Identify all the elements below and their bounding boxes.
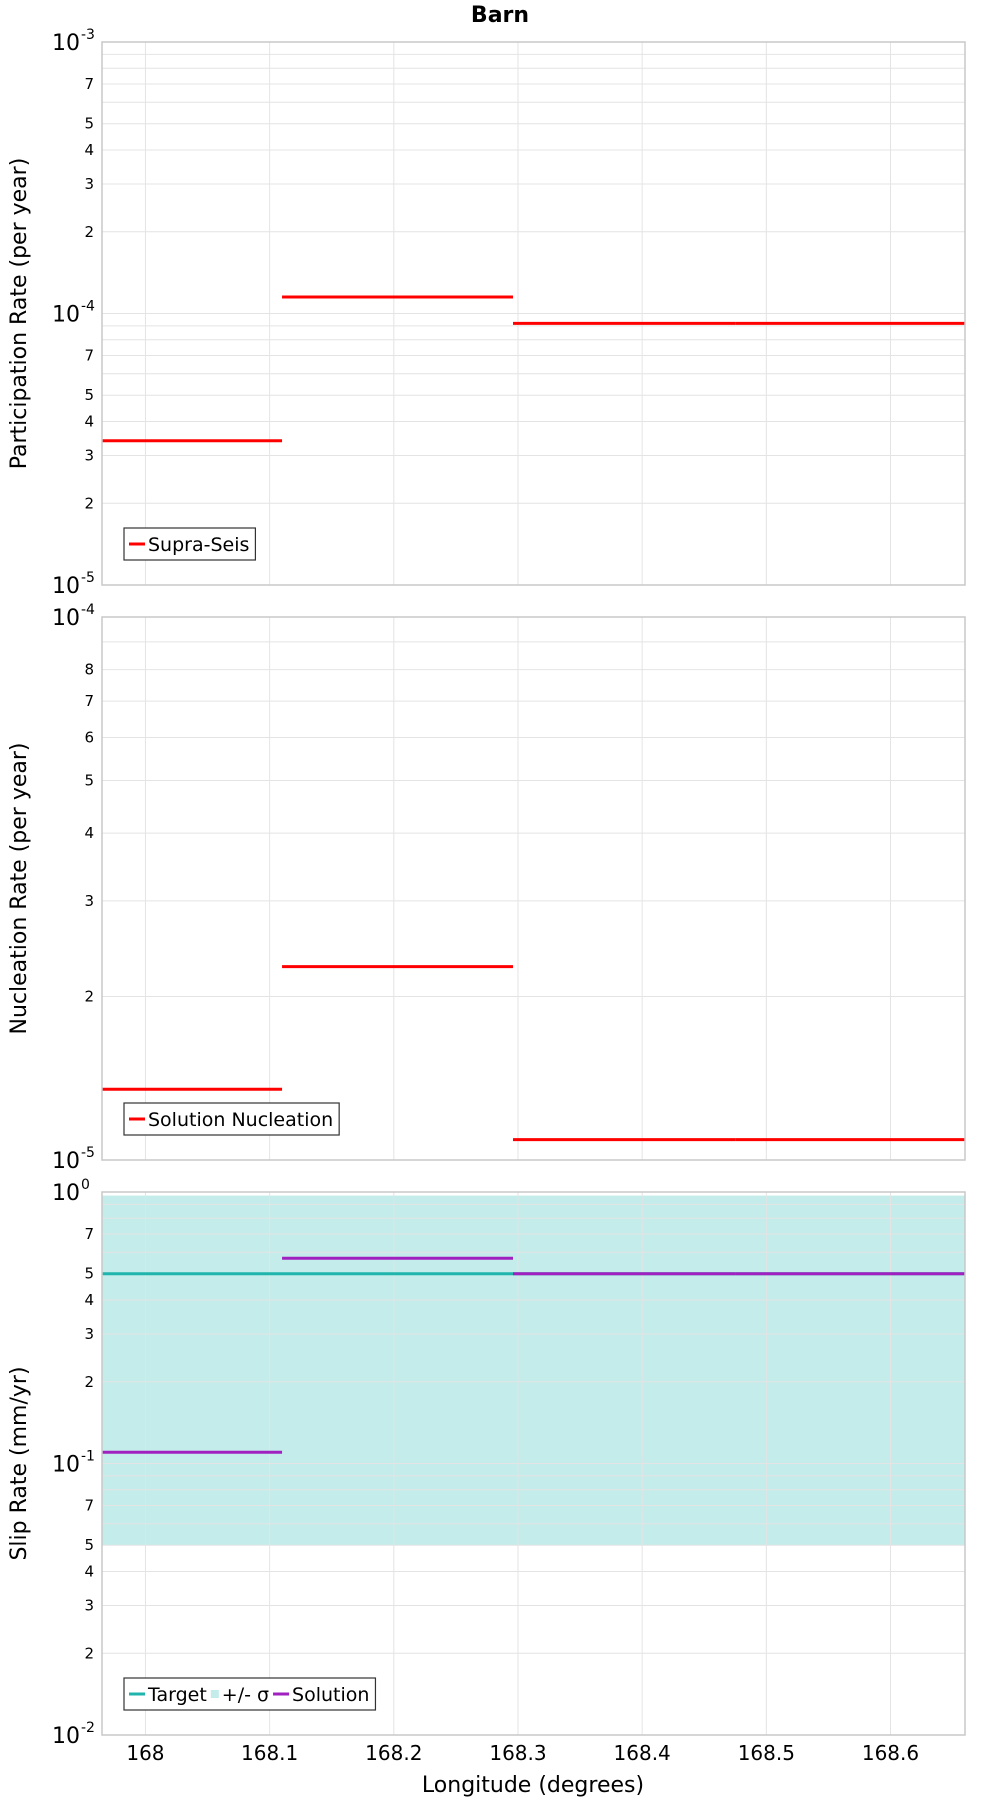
series-solution-nucleation — [102, 965, 965, 1142]
x-tick-label: 168.5 — [738, 1741, 795, 1765]
y-tick-label-exponent: 0 — [81, 1177, 90, 1193]
series-solution — [102, 1256, 965, 1454]
x-tick-label: 168.2 — [365, 1741, 422, 1765]
y-tick-label-minor: 2 — [84, 1644, 94, 1662]
legend-box — [123, 1102, 340, 1136]
plot-frame — [101, 1191, 966, 1736]
y-tick-label-major: 10 — [52, 1724, 80, 1749]
y-tick-label-major: 10 — [52, 1149, 80, 1174]
legend: Solution Nucleation — [123, 1102, 340, 1136]
x-axis-ticks: 168 168.1 168.2 168.3 168.4 168.5 168.6 — [126, 1741, 919, 1765]
y-tick-label-minor: 4 — [84, 1563, 94, 1581]
y-tick-label-minor: 4 — [84, 1291, 94, 1309]
legend: Target +/- σ Solution — [123, 1677, 377, 1711]
y-axis-label: Participation Rate (per year) — [7, 158, 32, 470]
legend-label: +/- σ — [222, 1684, 269, 1706]
legend-label: Solution Nucleation — [148, 1109, 333, 1131]
x-tick-label: 168.1 — [241, 1741, 298, 1765]
y-tick-label-exponent: -4 — [81, 602, 95, 618]
y-tick-label-minor: 3 — [84, 1325, 94, 1343]
y-tick-label-minor: 7 — [84, 1497, 94, 1515]
plot-frame — [101, 616, 966, 1161]
y-tick-label-minor: 4 — [84, 141, 94, 159]
grid-lines — [102, 41, 965, 586]
plot-frame — [101, 41, 966, 586]
x-axis-label: Longitude (degrees) — [422, 1773, 644, 1798]
y-tick-label-minor: 3 — [84, 892, 94, 910]
y-tick-label-major: 10 — [52, 303, 80, 328]
y-tick-label-exponent: -5 — [81, 570, 95, 586]
y-tick-label-major: 10 — [52, 31, 80, 56]
y-axis-label: Nucleation Rate (per year) — [7, 743, 32, 1035]
y-tick-label-major: 10 — [52, 1181, 80, 1206]
y-tick-label-minor: 7 — [84, 347, 94, 365]
y-tick-label-minor: 4 — [84, 824, 94, 842]
legend-swatch — [210, 1690, 219, 1698]
y-tick-label-exponent: -4 — [81, 299, 95, 315]
legend-label: Supra-Seis — [148, 534, 249, 556]
y-tick-label-minor: 2 — [84, 1373, 94, 1391]
chart-title: Barn — [471, 3, 529, 28]
y-tick-label-exponent: -1 — [81, 1449, 95, 1465]
y-tick-label-major: 10 — [52, 1453, 80, 1478]
y-tick-label-minor: 6 — [84, 728, 94, 746]
legend-box — [123, 527, 257, 561]
y-tick-label-minor: 3 — [84, 1596, 94, 1614]
y-tick-label-minor: 3 — [84, 175, 94, 193]
y-tick-label-minor: 5 — [84, 115, 94, 133]
y-tick-label-minor: 2 — [84, 494, 94, 512]
y-tick-label-minor: 7 — [84, 692, 94, 710]
x-tick-label: 168.4 — [614, 1741, 671, 1765]
y-tick-label-minor: 7 — [84, 1225, 94, 1243]
x-tick-label: 168.3 — [489, 1741, 546, 1765]
y-tick-label-exponent: -5 — [81, 1145, 95, 1161]
legend-box — [123, 1677, 377, 1711]
y-tick-label-minor: 7 — [84, 75, 94, 93]
series-supra-seis — [102, 295, 965, 443]
y-tick-label-major: 10 — [52, 574, 80, 599]
y-axis-label: Slip Rate (mm/yr) — [7, 1366, 32, 1560]
y-tick-label-exponent: -3 — [81, 27, 95, 43]
legend: Supra-Seis — [123, 527, 257, 561]
x-tick-label: 168.6 — [862, 1741, 919, 1765]
y-tick-label-minor: 5 — [84, 1536, 94, 1554]
y-tick-label-minor: 2 — [84, 988, 94, 1006]
sigma-band — [102, 1195, 965, 1546]
y-tick-label-minor: 2 — [84, 223, 94, 241]
y-tick-label-minor: 4 — [84, 413, 94, 431]
y-tick-label-minor: 5 — [84, 1265, 94, 1283]
y-tick-label-minor: 5 — [84, 771, 94, 789]
x-tick-label: 168 — [126, 1741, 164, 1765]
legend-label: Solution — [292, 1684, 369, 1706]
y-tick-label-minor: 5 — [84, 386, 94, 404]
y-tick-label-exponent: -2 — [81, 1720, 95, 1736]
legend-label: Target — [147, 1684, 207, 1706]
grid-lines — [102, 616, 965, 1161]
y-tick-label-minor: 8 — [84, 661, 94, 679]
y-tick-label-major: 10 — [52, 606, 80, 631]
y-tick-label-minor: 3 — [84, 446, 94, 464]
